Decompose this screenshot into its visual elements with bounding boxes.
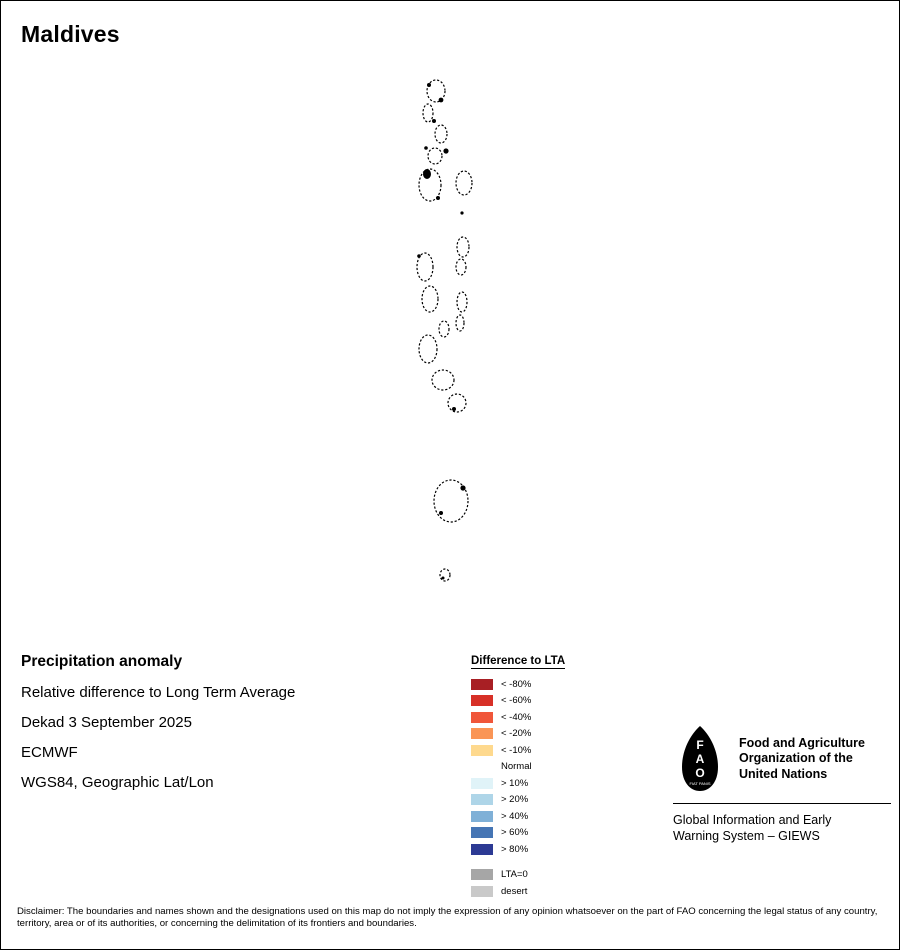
legend-swatch [471,885,493,897]
legend-label: > 80% [501,843,529,855]
legend-row: < -80% [471,676,565,693]
fao-name-line: United Nations [739,766,828,781]
legend-swatch [471,711,493,723]
legend-row: > 20% [471,792,565,809]
legend-label: desert [501,885,528,897]
legend-label: < -80% [501,678,532,690]
legend-label: > 40% [501,810,529,822]
legend-label: Normal [501,761,532,773]
legend-swatch [471,777,493,789]
legend: Difference to LTA < -80% < -60% < -40% <… [471,651,566,900]
legend-swatch [471,843,493,855]
legend-label: < -40% [501,711,532,723]
legend-row: < -20% [471,726,565,743]
legend-extras: LTA=0 desert [471,867,565,900]
fao-header: F A O FIAT PANIS Food and Agriculture Or… [673,725,891,793]
legend-row: > 60% [471,825,565,842]
fao-name-line: Food and Agriculture [739,735,865,750]
legend-swatch [471,678,493,690]
info-heading: Precipitation anomaly [21,653,183,670]
legend-label: > 10% [501,777,529,789]
legend-title: Difference to LTA [471,655,566,669]
legend-row: > 10% [471,775,565,792]
legend-swatch [471,794,493,806]
legend-label: LTA=0 [501,869,528,881]
legend-label: < -60% [501,695,532,707]
svg-text:F: F [696,738,703,752]
legend-label: < -20% [501,728,532,740]
info-line-dekad: Dekad 3 September 2025 [21,714,192,731]
svg-text:FIAT PANIS: FIAT PANIS [689,781,710,786]
legend-swatch [471,827,493,839]
legend-row: Normal [471,759,565,776]
disclaimer-text: Disclaimer: The boundaries and names sho… [17,906,878,929]
legend-label: < -10% [501,744,532,756]
svg-text:O: O [695,766,704,780]
legend-row: > 40% [471,808,565,825]
fao-name-line: Organization of the [739,751,853,766]
legend-label: > 20% [501,794,529,806]
giews-label: Global Information and Early Warning Sys… [673,812,891,844]
legend-row: < -40% [471,709,565,726]
legend-swatch [471,744,493,756]
legend-swatch [471,761,493,773]
fao-organization-name: Food and Agriculture Organization of the… [739,736,865,783]
legend-row: > 80% [471,841,565,858]
fao-separator [673,803,891,804]
legend-row: < -10% [471,742,565,759]
legend-label: > 60% [501,827,529,839]
legend-swatch [471,869,493,881]
info-line-description: Relative difference to Long Term Average [21,684,296,701]
page-title: Maldives [21,21,120,47]
giews-line: Global Information and Early [673,813,832,827]
fao-logo-icon: F A O FIAT PANIS [682,726,718,791]
map-info-block: Precipitation anomaly Relative differenc… [21,653,295,805]
legend-swatch [471,695,493,707]
legend-row: desert [471,883,565,900]
svg-text:A: A [696,752,705,766]
info-line-projection: WGS84, Geographic Lat/Lon [21,774,214,791]
legend-swatch [471,810,493,822]
legend-row: < -60% [471,693,565,710]
legend-swatch [471,728,493,740]
fao-footer-block: F A O FIAT PANIS Food and Agriculture Or… [673,725,891,844]
giews-line: Warning System – GIEWS [673,829,820,843]
info-line-source: ECMWF [21,744,78,761]
legend-row: LTA=0 [471,867,565,884]
